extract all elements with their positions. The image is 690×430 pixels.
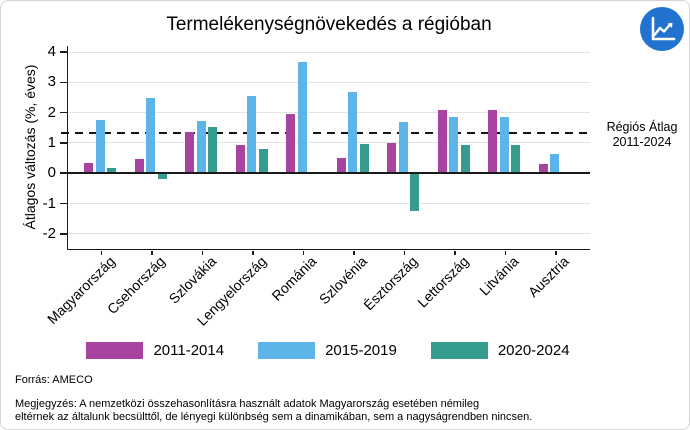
- legend-label-2015-2019: 2015-2019: [325, 342, 397, 359]
- legend-swatch-2011-2014: [86, 342, 144, 359]
- y-axis-tick-0: [60, 172, 67, 175]
- region-average-line: [61, 132, 590, 134]
- bar-Románia-2015-2019: [297, 61, 307, 174]
- x-axis-tick-label-Magyarország: Magyarország: [43, 253, 118, 328]
- bar-Lettország-2011-2014: [437, 110, 447, 174]
- bar-Észtország-2020-2024: [410, 173, 420, 212]
- bar-Csehország-2015-2019: [146, 97, 156, 174]
- chart-title: Termelékenységnövekedés a régióban: [166, 14, 492, 35]
- bar-Ausztria-2011-2014: [538, 164, 548, 174]
- note-line-1: Megjegyzés: A nemzetközi összehasonlítás…: [15, 398, 480, 410]
- legend-item-2020-2024: 2020-2024: [430, 342, 570, 359]
- x-axis-tick-Magyarország: [100, 250, 103, 255]
- bar-Lettország-2020-2024: [460, 144, 470, 174]
- note-text: Megjegyzés: A nemzetközi összehasonlítás…: [15, 398, 532, 424]
- bar-Észtország-2011-2014: [387, 142, 397, 174]
- gridline-3: [68, 81, 590, 83]
- bar-Románia-2011-2014: [286, 113, 296, 174]
- bar-Lengyelország-2015-2019: [247, 95, 257, 174]
- y-axis-tick-label-0: 0: [47, 164, 56, 182]
- bar-Lengyelország-2011-2014: [235, 144, 245, 174]
- note-line-2: eltérnek az általunk becsülttől, de lény…: [15, 411, 533, 424]
- y-axis-tick-label--1: -1: [42, 194, 56, 212]
- gridline-2: [68, 112, 590, 114]
- y-axis-tick-2: [60, 111, 67, 114]
- bar-Szlovákia-2015-2019: [196, 121, 206, 174]
- y-axis-tick--2: [60, 233, 67, 235]
- bar-Szlovákia-2011-2014: [185, 132, 195, 174]
- x-axis-tick-Szlovénia: [353, 250, 355, 255]
- y-axis-label: Átlagos változás (%, éves): [22, 64, 38, 230]
- x-axis-tick-label-Észtország: Észtország: [360, 253, 421, 314]
- region-average-annotation: Régiós Átlag 2011-2024: [595, 120, 689, 150]
- legend-item-2011-2014: 2011-2014: [86, 342, 224, 359]
- x-axis-tick-Lengyelország: [252, 250, 254, 255]
- x-axis-tick-Csehország: [151, 250, 153, 255]
- bar-Szlovákia-2020-2024: [208, 127, 218, 174]
- legend: 2011-2014 2015-2019 2020-2024: [67, 342, 589, 359]
- legend-item-2015-2019: 2015-2019: [258, 342, 397, 359]
- legend-label-2011-2014: 2011-2014: [153, 342, 225, 359]
- x-axis-tick-label-Románia: Románia: [268, 253, 320, 304]
- bar-Lengyelország-2020-2024: [258, 149, 268, 174]
- bar-Ausztria-2015-2019: [550, 153, 560, 174]
- bar-Lettország-2015-2019: [449, 116, 459, 174]
- plot-area: 4 3 2 1 0 -1 -2 Magyarország Csehország Szlovákia…: [43, 43, 590, 329]
- zero-line: [68, 172, 590, 175]
- gridline-4: [68, 51, 590, 53]
- region-average-annotation-line2: 2011-2024: [612, 134, 672, 149]
- y-axis-tick-label--2: -2: [42, 225, 56, 243]
- gridline-1: [68, 142, 590, 144]
- bar-Litvánia-2020-2024: [511, 145, 521, 174]
- region-average-annotation-line1: Régiós Átlag: [606, 120, 678, 134]
- y-axis-tick-3: [60, 81, 67, 84]
- x-axis-tick-label-Lettország: Lettország: [413, 253, 472, 311]
- y-axis-tick-4: [60, 51, 67, 53]
- y-axis-tick-label-3: 3: [47, 73, 56, 91]
- gridline--1: [68, 203, 590, 205]
- bar-Szlovénia-2011-2014: [336, 158, 346, 174]
- x-axis-tick-Románia: [302, 250, 305, 255]
- y-axis-tick-label-2: 2: [47, 103, 56, 121]
- x-axis-tick-Észtország: [403, 250, 406, 255]
- bar-Csehország-2020-2024: [157, 173, 167, 179]
- bar-Csehország-2011-2014: [134, 159, 144, 174]
- x-axis-tick-Ausztria: [555, 250, 557, 255]
- y-axis-tick-label-4: 4: [47, 43, 56, 61]
- bar-Litvánia-2015-2019: [499, 116, 509, 174]
- x-axis-tick-Szlovákia: [201, 250, 204, 255]
- line-chart-logo-icon: [638, 5, 686, 53]
- y-axis-tick-1: [60, 142, 67, 144]
- bar-Szlovénia-2020-2024: [359, 144, 369, 174]
- bar-Magyarország-2020-2024: [107, 167, 117, 174]
- bar-Litvánia-2011-2014: [488, 110, 498, 174]
- bar-Magyarország-2015-2019: [95, 119, 105, 174]
- source-text: Forrás: AMECO: [15, 374, 93, 386]
- x-axis-tick-label-Litvánia: Litvánia: [476, 253, 522, 299]
- gridline--2: [68, 233, 590, 235]
- legend-swatch-2015-2019: [258, 342, 316, 359]
- y-axis-tick-label-1: 1: [47, 134, 56, 152]
- bar-Szlovénia-2015-2019: [348, 91, 358, 174]
- x-axis-tick-Litvánia: [504, 250, 507, 255]
- legend-label-2020-2024: 2020-2024: [497, 342, 570, 359]
- x-axis-tick-label-Ausztria: Ausztria: [525, 253, 573, 301]
- bar-Magyarország-2011-2014: [84, 162, 94, 174]
- bar-Észtország-2015-2019: [398, 121, 408, 174]
- x-axis-tick-Lettország: [454, 250, 456, 255]
- legend-swatch-2020-2024: [430, 342, 488, 359]
- y-axis-tick--1: [60, 202, 67, 205]
